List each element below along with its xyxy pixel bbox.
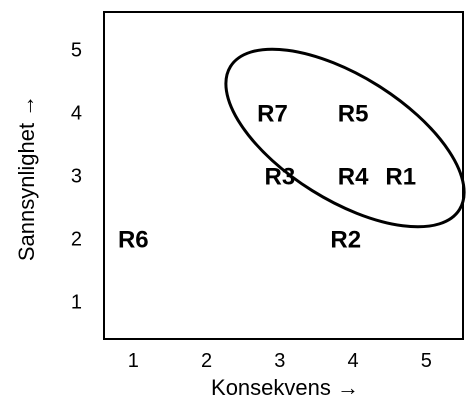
risk-point-label: R5 (338, 101, 369, 128)
risk-point-label: R1 (385, 164, 416, 191)
y-tick-label: 1 (71, 291, 82, 313)
plot-frame (103, 11, 464, 340)
high-risk-ellipse (224, 47, 466, 229)
risk-point-label: R6 (118, 226, 149, 253)
y-tick-label: 4 (71, 103, 82, 125)
x-tick-label: 1 (128, 350, 139, 372)
risk-point-label: R7 (257, 101, 288, 128)
y-tick-label: 2 (71, 228, 82, 250)
x-axis-label: Konsekvens → (211, 375, 359, 400)
x-tick-label: 3 (274, 350, 285, 372)
y-tick-label: 5 (71, 40, 82, 62)
risk-point-label: R3 (264, 164, 295, 191)
y-tick-labels: 1 2 3 4 5 (71, 40, 82, 314)
risk-points: R7 R5 R3 R4 R1 R6 R2 (118, 101, 416, 254)
risk-point-label: R4 (338, 164, 369, 191)
x-tick-label: 5 (421, 350, 432, 372)
y-axis-label: Sannsynlighet → (14, 95, 39, 261)
risk-point-label: R2 (330, 226, 361, 253)
x-tick-label: 2 (201, 350, 212, 372)
x-tick-labels: 1 2 3 4 5 (128, 350, 432, 372)
x-tick-label: 4 (348, 350, 359, 372)
y-tick-label: 3 (71, 166, 82, 188)
